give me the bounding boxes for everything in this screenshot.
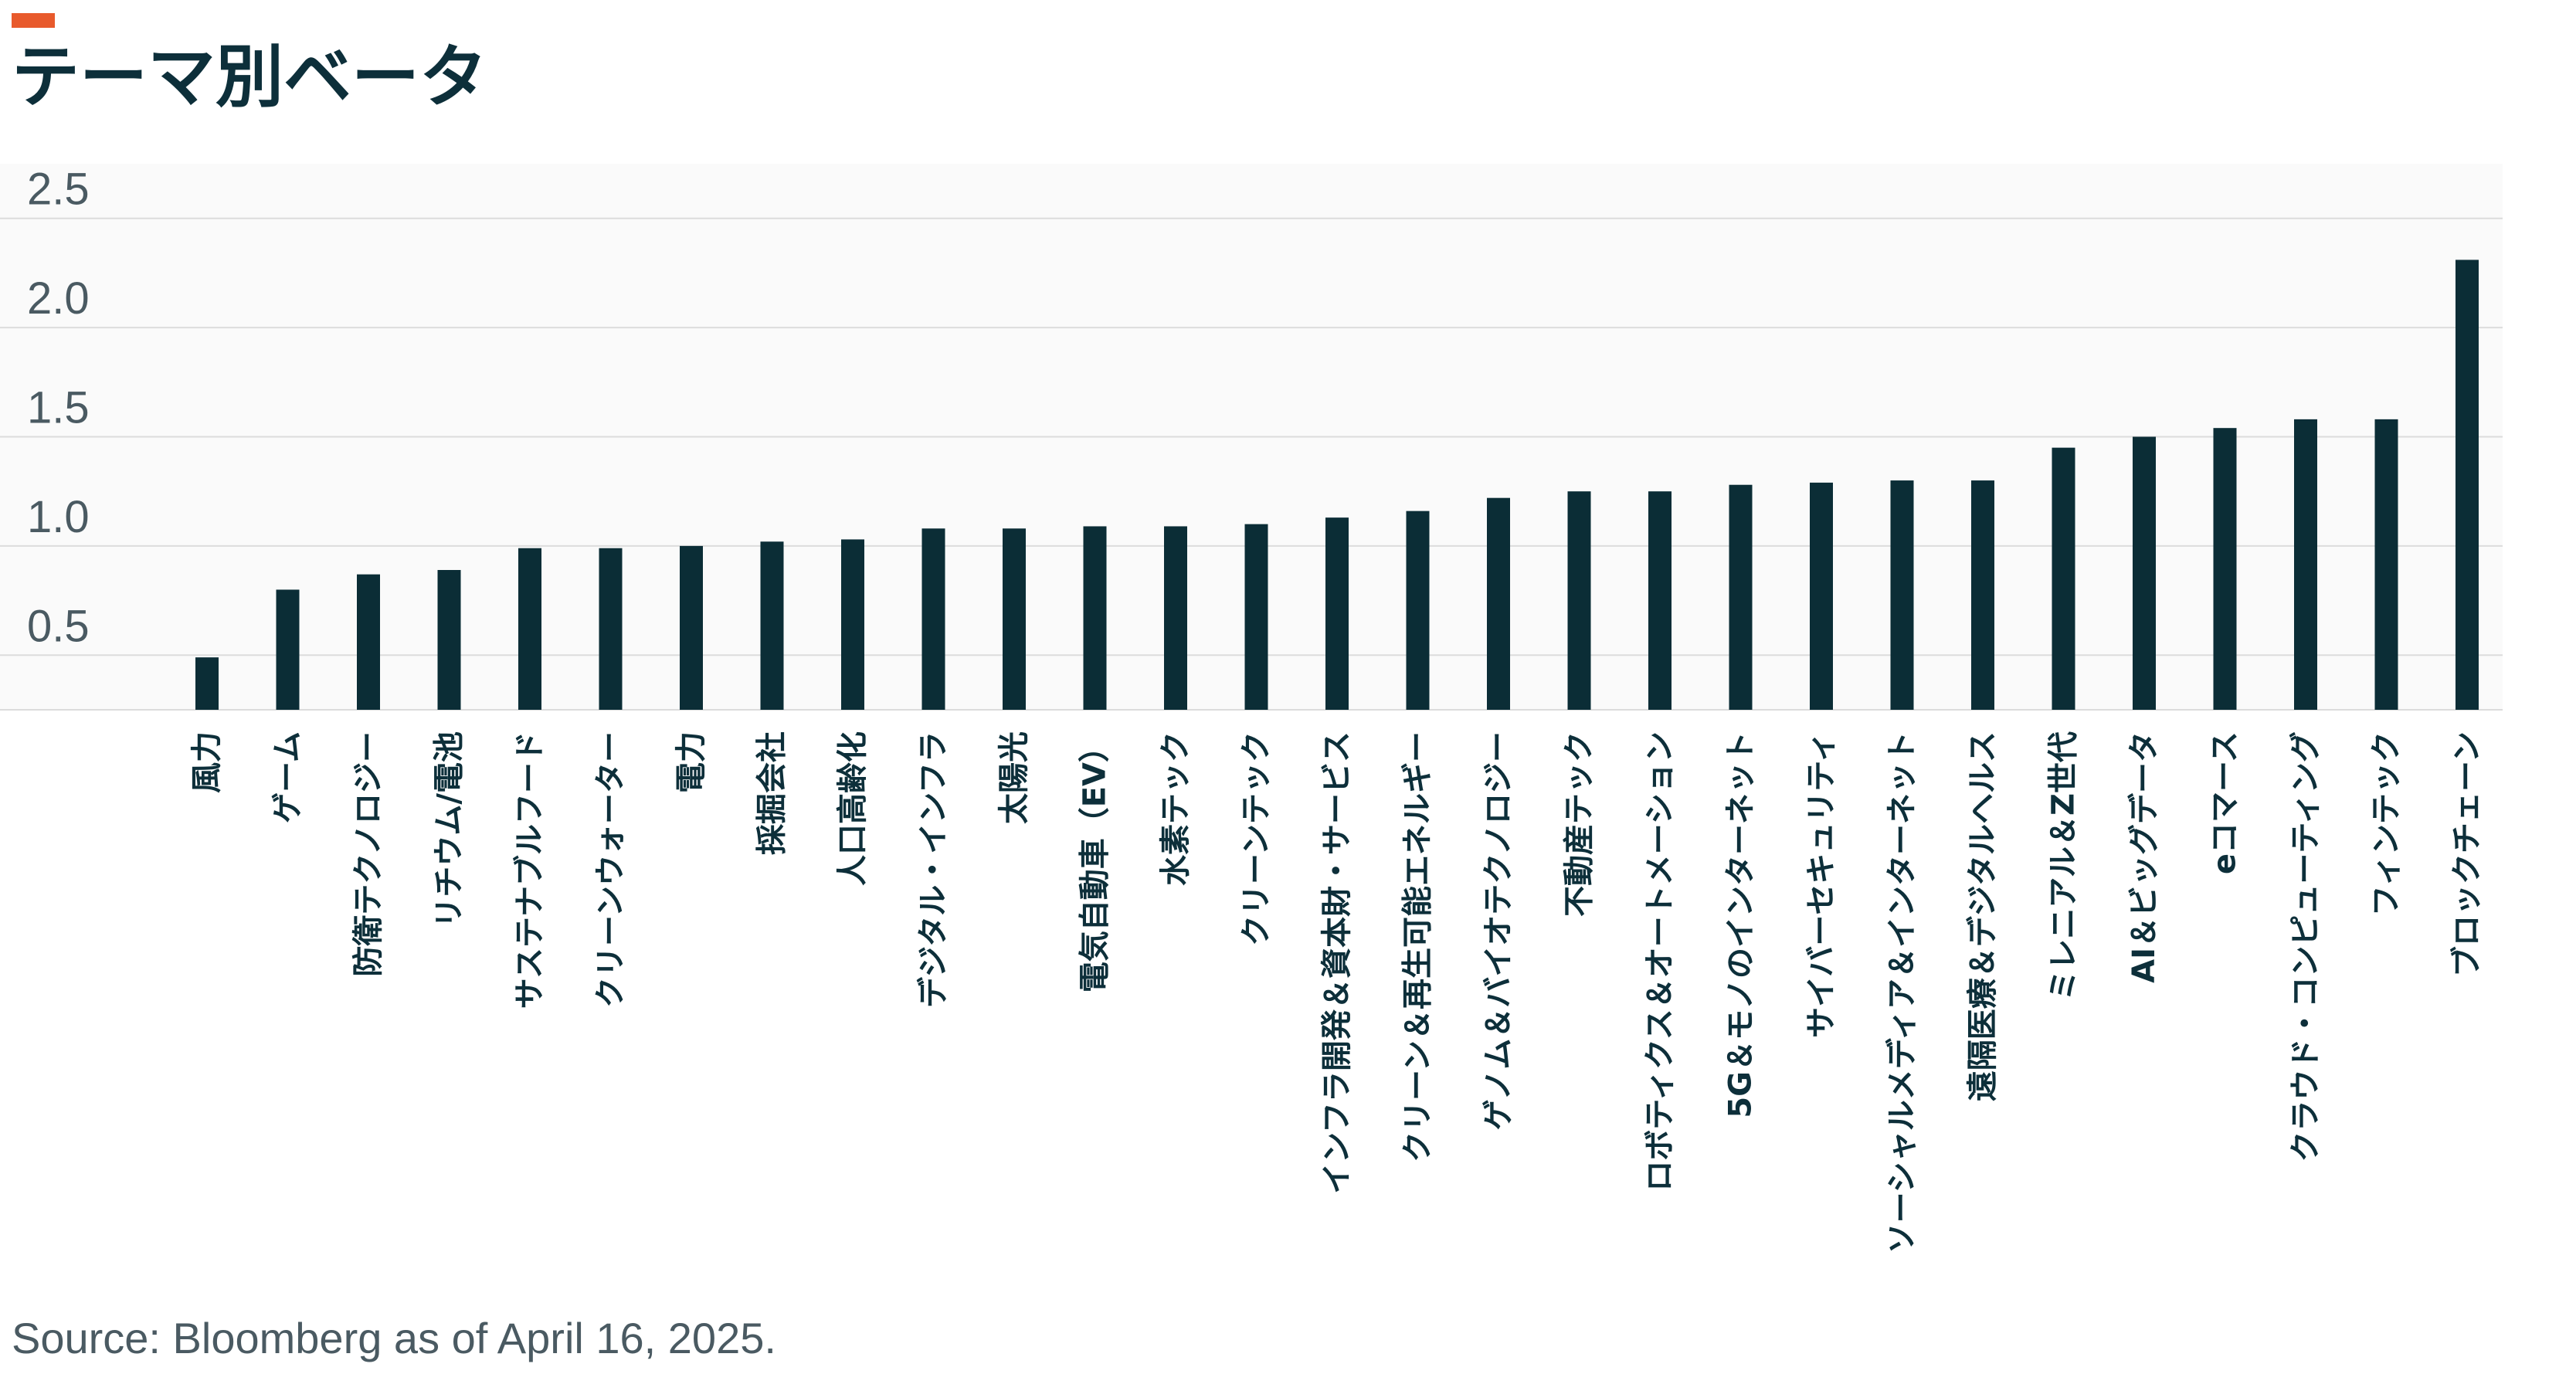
category-label: ロボティクス＆オートメーション — [1642, 731, 1678, 1192]
bar — [1648, 491, 1672, 710]
bar — [1487, 497, 1510, 710]
y-tick-label: 2.0 — [27, 273, 90, 324]
bar — [1003, 528, 1026, 710]
bar — [1971, 480, 1994, 710]
bar — [276, 589, 300, 710]
category-label: 防衛テクノロジー — [351, 731, 386, 977]
bar — [1083, 526, 1107, 710]
bar — [2456, 260, 2479, 710]
category-label: 不動産テック — [1562, 731, 1597, 917]
category-label: 電気自動車（EV） — [1078, 731, 1113, 992]
bar — [437, 570, 461, 710]
y-tick-label: 2.5 — [27, 165, 90, 215]
bar — [1164, 526, 1187, 710]
category-label: インフラ開発＆資本財・サービス — [1319, 731, 1355, 1194]
y-tick-label: 0.5 — [27, 601, 90, 651]
category-label: AI＆ビッグデータ — [2126, 731, 2162, 983]
category-label: 5G＆モノのインターネット — [1723, 731, 1759, 1118]
category-label: 風力 — [189, 731, 225, 793]
category-label: 電力 — [674, 731, 709, 793]
category-label: サイバーセキュリティ — [1804, 731, 1839, 1038]
bar — [1890, 480, 1914, 710]
category-label: クラウド・コンピューティング — [2288, 731, 2323, 1162]
category-label: 太陽光 — [996, 731, 1032, 824]
category-label: デジタル・インフラ — [916, 731, 952, 1008]
bar — [2213, 428, 2237, 710]
y-axis-tick-labels: 0.5 1.0 1.5 2.0 2.5 — [27, 165, 90, 652]
category-label: フィンテック — [2369, 731, 2405, 916]
y-tick-label: 1.0 — [27, 492, 90, 542]
bar — [2374, 419, 2398, 710]
bar — [357, 574, 380, 710]
category-label: クリーン＆再生可能エネルギー — [1400, 731, 1436, 1162]
category-label: ミレニアル＆Z世代 — [2046, 731, 2082, 1001]
category-label: ゲーム — [270, 731, 306, 823]
bar — [1729, 484, 1753, 710]
bar — [1325, 517, 1349, 710]
bar — [680, 545, 703, 710]
category-label: 採掘会社 — [755, 731, 790, 855]
bar — [2133, 436, 2156, 710]
bar — [599, 548, 623, 710]
category-label: eコマース — [2208, 731, 2243, 874]
bar — [1810, 482, 1833, 710]
y-tick-label: 1.5 — [27, 383, 90, 433]
category-labels: 風力 ゲーム 防衛テクノロジー リチウム/電池 サステナブルフード クリーンウォーター 電力… — [189, 731, 2485, 1254]
bar — [1567, 491, 1591, 710]
category-label: リチウム/電池 — [432, 731, 467, 928]
category-label: 人口高齢化 — [835, 731, 871, 886]
bar — [518, 548, 541, 710]
bar — [2052, 447, 2075, 710]
bar — [760, 541, 784, 710]
category-label: サステナブルフード — [512, 731, 548, 1009]
bar — [1244, 524, 1268, 710]
title-accent-bar — [12, 13, 55, 28]
bar — [1406, 511, 1430, 710]
category-label: 遠隔医療＆デジタルヘルス — [1965, 731, 2001, 1101]
category-label: ソーシャルメディア＆インターネット — [1885, 731, 1920, 1254]
category-label: ゲノム＆バイオテクノロジー — [1481, 731, 1516, 1130]
bar — [921, 528, 945, 710]
category-label: クリーンテック — [1239, 731, 1274, 946]
category-label: クリーンウォーター — [593, 731, 629, 1008]
chart-title: テーマ別ベータ — [12, 37, 488, 117]
bars — [195, 260, 2479, 710]
bar — [841, 539, 864, 710]
category-label: ブロックチェーン — [2449, 731, 2485, 977]
bar-chart: 0.5 1.0 1.5 2.0 2.5 風力 ゲーム 防衛テクノロジー リチウム/電池 サステナ… — [0, 164, 2503, 1254]
bar — [2294, 419, 2317, 710]
bar — [195, 657, 219, 710]
category-label: 水素テック — [1158, 731, 1193, 886]
source-note: Source: Bloomberg as of April 16, 2025. — [12, 1314, 776, 1362]
